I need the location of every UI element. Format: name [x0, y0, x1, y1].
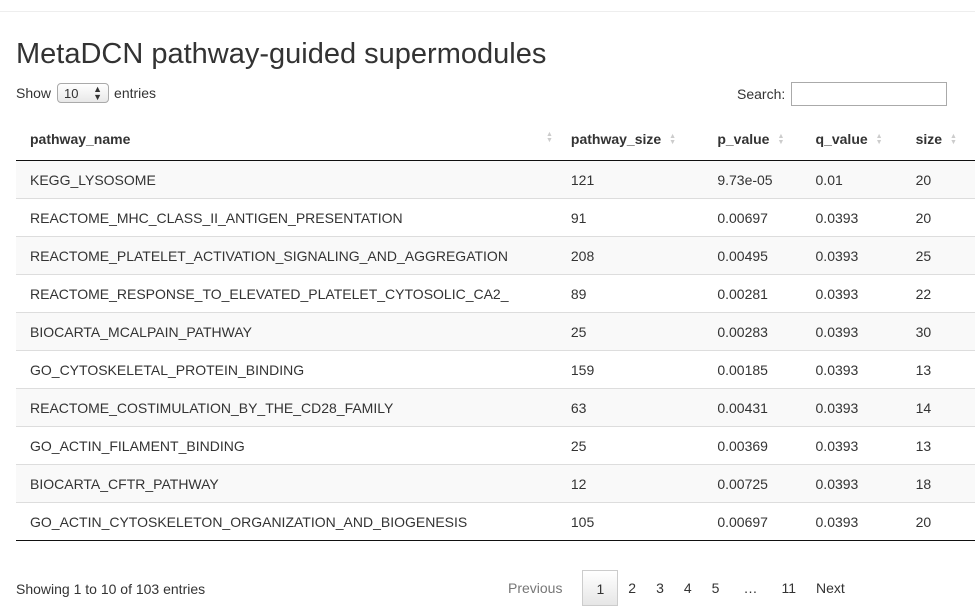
cell-pathway-size: 105 [560, 502, 708, 541]
table-row: GO_ACTIN_FILAMENT_BINDING 25 0.00369 0.0… [16, 426, 975, 465]
cell-pathway-size: 25 [560, 312, 708, 351]
pagination-ellipsis: … [743, 580, 758, 596]
table-row: GO_ACTIN_CYTOSKELETON_ORGANIZATION_AND_B… [16, 502, 975, 541]
table-row: GO_CYTOSKELETAL_PROTEIN_BINDING 159 0.00… [16, 350, 975, 389]
cell-p-value: 0.00725 [707, 464, 806, 503]
table-row: REACTOME_MHC_CLASS_II_ANTIGEN_PRESENTATI… [16, 198, 975, 237]
cell-pathway-size: 121 [560, 160, 708, 199]
search-input[interactable] [791, 82, 948, 106]
entries-label: entries [114, 85, 157, 101]
table-row: REACTOME_RESPONSE_TO_ELEVATED_PLATELET_C… [16, 274, 975, 313]
page-title: MetaDCN pathway-guided supermodules [16, 38, 547, 70]
entries-length-control: Show 10 ▲ ▼ entries [16, 83, 156, 103]
cell-pathway-size: 89 [560, 274, 708, 313]
cell-p-value: 0.00431 [707, 388, 806, 427]
table-row: REACTOME_COSTIMULATION_BY_THE_CD28_FAMIL… [16, 388, 975, 427]
cell-q-value: 0.0393 [805, 426, 906, 465]
cell-pathway-size: 91 [560, 198, 708, 237]
page-button[interactable]: 11 [781, 580, 796, 596]
page-button[interactable]: 4 [683, 580, 692, 596]
cell-pathway-name: REACTOME_PLATELET_ACTIVATION_SIGNALING_A… [16, 236, 561, 275]
page-button-current[interactable]: 1 [582, 570, 619, 606]
cell-pathway-name: BIOCARTA_CFTR_PATHWAY [16, 464, 561, 503]
table-row: KEGG_LYSOSOME 121 9.73e-05 0.01 20 [16, 160, 975, 199]
entries-select-value: 10 [64, 85, 79, 101]
column-header-p-value[interactable]: p_value ▲ ▼ [707, 117, 806, 161]
cell-q-value: 0.0393 [805, 236, 906, 275]
cell-size: 22 [905, 274, 975, 313]
page-button[interactable]: 3 [656, 580, 664, 596]
sort-both-icon: ▲ ▼ [545, 131, 553, 144]
cell-p-value: 0.00283 [707, 312, 806, 351]
column-header-pathway-name[interactable]: pathway_name ▲ ▼ [16, 117, 561, 161]
cell-pathway-name: GO_ACTIN_CYTOSKELETON_ORGANIZATION_AND_B… [16, 502, 561, 541]
search-control: Search: [737, 82, 948, 106]
cell-q-value: 0.0393 [805, 312, 906, 351]
cell-pathway-size: 12 [560, 464, 708, 503]
sort-both-icon: ▲ ▼ [777, 132, 785, 146]
cell-p-value: 0.00281 [707, 274, 806, 313]
table-info: Showing 1 to 10 of 103 entries [16, 581, 206, 597]
sort-both-icon: ▲ ▼ [950, 132, 957, 146]
cell-size: 30 [905, 312, 975, 351]
search-label: Search: [737, 86, 786, 102]
cell-pathway-name: REACTOME_COSTIMULATION_BY_THE_CD28_FAMIL… [16, 388, 561, 427]
cell-size: 13 [905, 350, 975, 389]
cell-p-value: 9.73e-05 [707, 160, 806, 199]
sort-both-icon: ▲ ▼ [669, 132, 677, 146]
cell-pathway-size: 159 [560, 350, 708, 389]
cell-q-value: 0.01 [805, 160, 906, 199]
cell-size: 20 [905, 502, 975, 541]
cell-p-value: 0.00697 [707, 502, 806, 541]
results-table: pathway_name ▲ ▼ pathway_size ▲ ▼ p_value ▲ ▼… [16, 117, 975, 541]
cell-pathway-size: 63 [560, 388, 708, 427]
cell-size: 20 [905, 160, 975, 199]
cell-size: 14 [905, 388, 975, 427]
cell-pathway-name: GO_CYTOSKELETAL_PROTEIN_BINDING [16, 350, 561, 389]
cell-q-value: 0.0393 [805, 464, 906, 503]
cell-q-value: 0.0393 [805, 274, 906, 313]
column-header-pathway-size[interactable]: pathway_size ▲ ▼ [560, 117, 708, 161]
page-button[interactable]: 2 [628, 580, 637, 596]
cell-p-value: 0.00185 [707, 350, 806, 389]
cell-pathway-size: 208 [560, 236, 708, 275]
cell-pathway-name: BIOCARTA_MCALPAIN_PATHWAY [16, 312, 561, 351]
cell-q-value: 0.0393 [805, 350, 906, 389]
previous-button[interactable]: Previous [508, 580, 563, 596]
cell-pathway-name: KEGG_LYSOSOME [16, 160, 561, 199]
table-row: BIOCARTA_MCALPAIN_PATHWAY 25 0.00283 0.0… [16, 312, 975, 351]
page-button[interactable]: 5 [711, 580, 720, 596]
cell-pathway-name: REACTOME_MHC_CLASS_II_ANTIGEN_PRESENTATI… [16, 198, 561, 237]
table-row: BIOCARTA_CFTR_PATHWAY 12 0.00725 0.0393 … [16, 464, 975, 503]
column-header-q-value[interactable]: q_value ▲ ▼ [805, 117, 906, 161]
cell-size: 20 [905, 198, 975, 237]
column-header-size[interactable]: size ▲ ▼ [905, 117, 975, 161]
cell-size: 18 [905, 464, 975, 503]
cell-pathway-name: GO_ACTIN_FILAMENT_BINDING [16, 426, 561, 465]
cell-size: 13 [905, 426, 975, 465]
header-row: pathway_name ▲ ▼ pathway_size ▲ ▼ p_value ▲ ▼… [16, 117, 975, 161]
cell-pathway-size: 25 [560, 426, 708, 465]
top-divider [0, 11, 975, 12]
show-label: Show [16, 85, 52, 101]
cell-size: 25 [905, 236, 975, 275]
up-down-arrow-icon: ▲ ▼ [93, 84, 103, 102]
cell-q-value: 0.0393 [805, 502, 906, 541]
cell-q-value: 0.0393 [805, 388, 906, 427]
pagination: Previous 1 2 3 4 5 … 11 Next [498, 570, 855, 606]
entries-select[interactable]: 10 ▲ ▼ [57, 83, 110, 103]
table-row: REACTOME_PLATELET_ACTIVATION_SIGNALING_A… [16, 236, 975, 275]
sort-both-icon: ▲ ▼ [875, 132, 883, 146]
cell-p-value: 0.00495 [707, 236, 806, 275]
cell-p-value: 0.00369 [707, 426, 806, 465]
cell-p-value: 0.00697 [707, 198, 806, 237]
cell-q-value: 0.0393 [805, 198, 906, 237]
cell-pathway-name: REACTOME_RESPONSE_TO_ELEVATED_PLATELET_C… [16, 274, 561, 313]
next-button[interactable]: Next [816, 580, 845, 596]
